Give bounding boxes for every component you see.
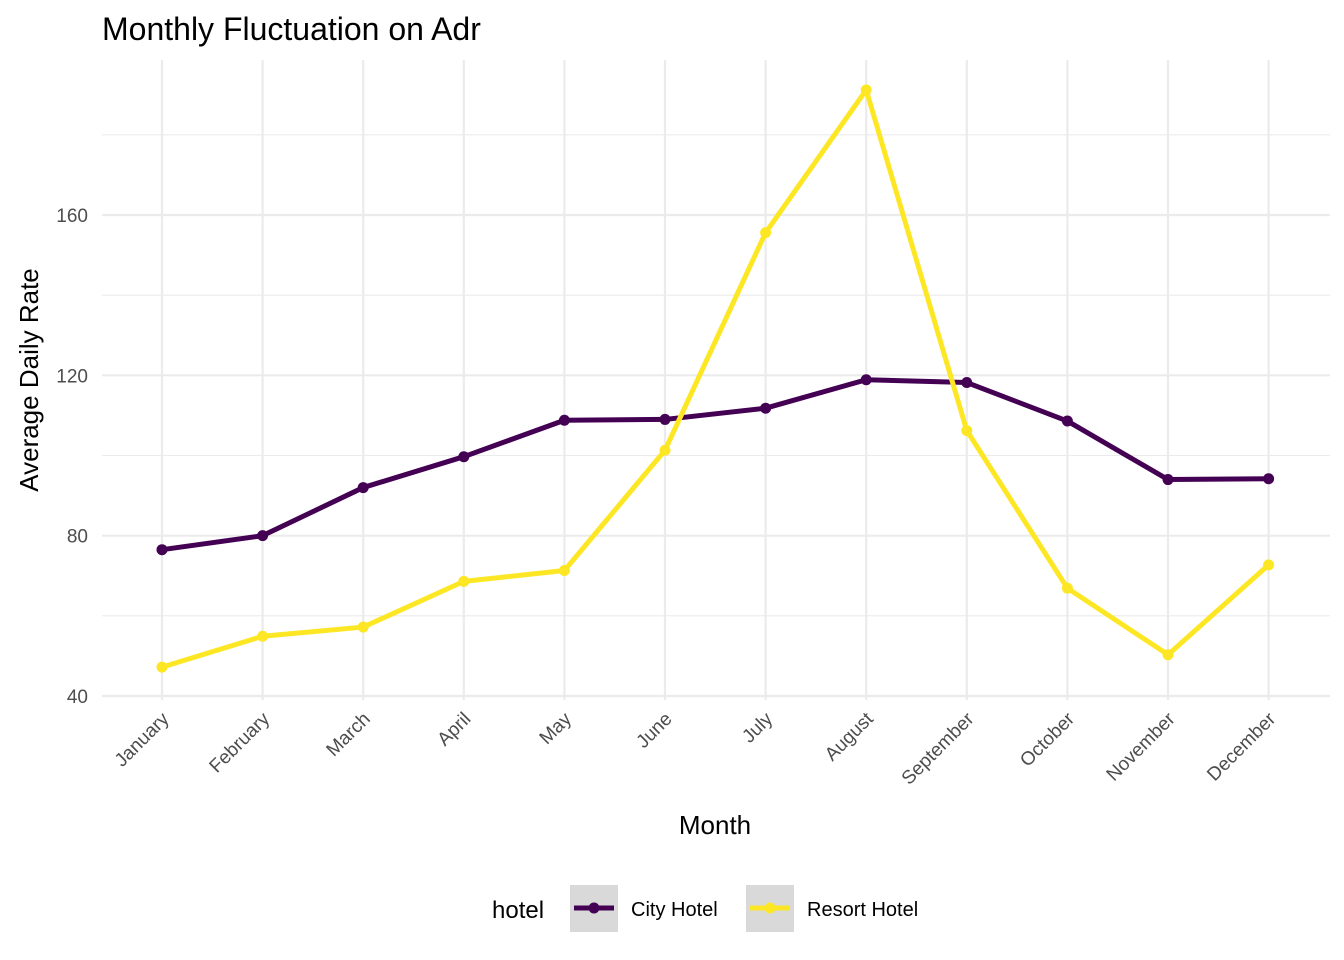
data-point bbox=[1061, 582, 1073, 594]
legend-key-point bbox=[588, 902, 600, 914]
data-point bbox=[257, 530, 269, 542]
chart-title: Monthly Fluctuation on Adr bbox=[102, 11, 481, 47]
data-point bbox=[458, 451, 470, 463]
data-point bbox=[1162, 649, 1174, 661]
series-1 bbox=[156, 84, 1275, 673]
x-tick-label: January bbox=[111, 708, 174, 771]
data-point bbox=[1263, 473, 1275, 485]
series-line bbox=[159, 377, 1272, 553]
x-tick-label: April bbox=[434, 709, 476, 751]
grid bbox=[102, 60, 1330, 700]
data-point bbox=[458, 575, 470, 587]
x-tick-label: February bbox=[206, 708, 275, 777]
series-0 bbox=[156, 374, 1275, 556]
x-tick-label: July bbox=[738, 708, 777, 747]
x-axis-title: Month bbox=[679, 810, 751, 840]
data-point bbox=[558, 565, 570, 577]
legend: hotel City Hotel Resort Hotel bbox=[492, 885, 918, 932]
data-point bbox=[558, 414, 570, 426]
x-tick-label: June bbox=[633, 709, 677, 753]
data-point bbox=[760, 402, 772, 414]
data-point bbox=[257, 630, 269, 642]
y-tick-label: 120 bbox=[56, 366, 88, 387]
series-line bbox=[159, 87, 1272, 670]
y-tick-label: 160 bbox=[56, 206, 88, 227]
x-tick-label: October bbox=[1016, 708, 1079, 771]
data-point bbox=[860, 374, 872, 386]
x-tick-label: March bbox=[323, 709, 375, 761]
x-tick-label: August bbox=[821, 708, 878, 765]
legend-key-point bbox=[764, 902, 776, 914]
data-point bbox=[357, 621, 369, 633]
data-point bbox=[760, 227, 772, 239]
data-point bbox=[1162, 474, 1174, 486]
y-axis-title: Average Daily Rate bbox=[14, 268, 44, 492]
data-point bbox=[156, 661, 168, 673]
data-point bbox=[357, 482, 369, 494]
data-point bbox=[961, 377, 973, 389]
data-point bbox=[961, 425, 973, 437]
x-tick-label: May bbox=[536, 708, 577, 749]
legend-title: hotel bbox=[492, 897, 544, 924]
data-point bbox=[156, 544, 168, 556]
data-point bbox=[860, 84, 872, 96]
legend-label-city-hotel: City Hotel bbox=[631, 899, 718, 921]
y-axis-ticks: 40 80 120 160 bbox=[56, 206, 88, 708]
data-point bbox=[659, 444, 671, 456]
series-layer bbox=[156, 84, 1275, 673]
data-point bbox=[659, 413, 671, 425]
y-tick-label: 80 bbox=[67, 527, 88, 548]
x-tick-label: December bbox=[1203, 708, 1280, 785]
x-axis-ticks: January February March April May June July Augu… bbox=[111, 708, 1281, 789]
x-tick-label: September bbox=[898, 708, 979, 789]
legend-label-resort-hotel: Resort Hotel bbox=[807, 899, 918, 921]
data-point bbox=[1263, 559, 1275, 571]
data-point bbox=[1061, 415, 1073, 427]
y-tick-label: 40 bbox=[67, 687, 88, 708]
x-tick-label: November bbox=[1103, 708, 1180, 785]
